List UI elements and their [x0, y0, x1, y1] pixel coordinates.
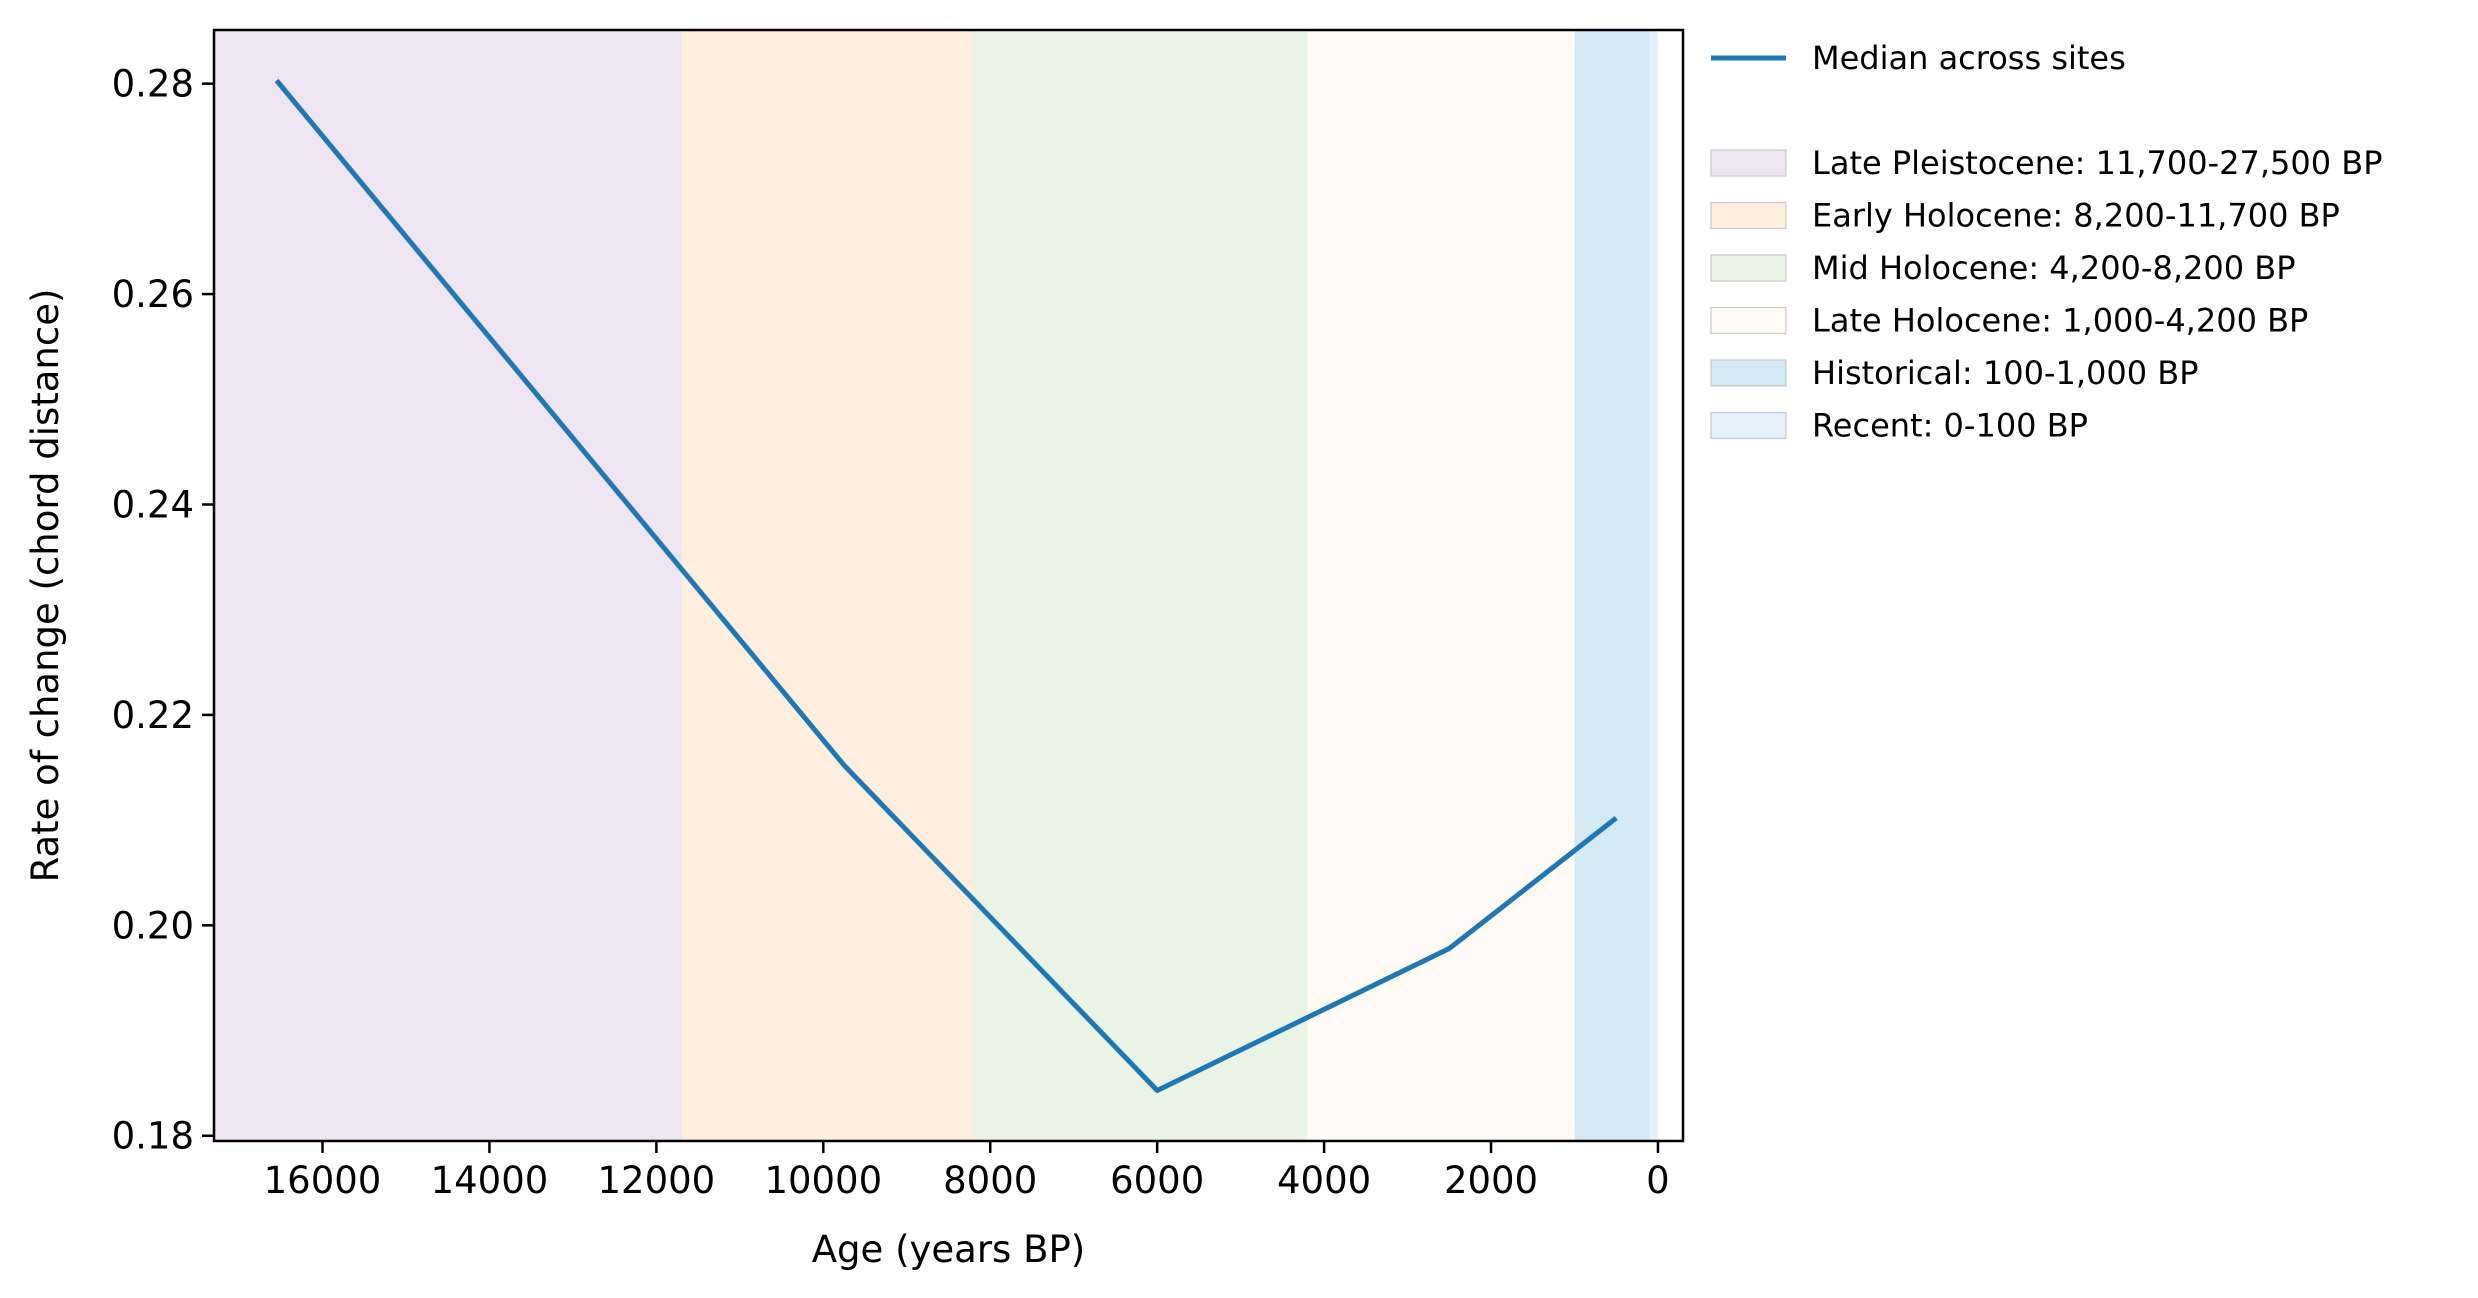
legend-band-swatch — [1710, 359, 1787, 387]
x-tick-label: 4000 — [1277, 1159, 1371, 1202]
x-tick-label: 14000 — [431, 1159, 549, 1202]
legend-band-swatch — [1710, 306, 1787, 335]
x-tick-label: 12000 — [598, 1159, 716, 1202]
x-ticks: 16000 14000 12000 10000 8000 6000 4000 2000 0 — [264, 1141, 1670, 1202]
legend-label: Early Holocene: 8,200-11,700 BP — [1812, 197, 2340, 235]
legend: Median across sites Late Pleistocene: 11,… — [1710, 39, 2383, 445]
series-line-0 — [274, 78, 1618, 1093]
legend-band-swatch — [1710, 254, 1787, 282]
y-tick-label: 0.26 — [112, 273, 194, 316]
legend-label: Mid Holocene: 4,200-8,200 BP — [1812, 249, 2295, 287]
x-axis-label: Age (years BP) — [812, 1228, 1085, 1271]
legend-label: Historical: 100-1,000 BP — [1812, 354, 2199, 392]
legend-label: Recent: 0-100 BP — [1812, 407, 2088, 445]
x-tick-label: 10000 — [764, 1159, 882, 1202]
band-1 — [681, 30, 974, 1141]
y-axis-label: Rate of change (chord distance) — [24, 289, 67, 883]
y-tick-label: 0.24 — [112, 483, 194, 526]
x-tick-label: 0 — [1646, 1159, 1670, 1202]
band-3 — [1307, 30, 1575, 1141]
band-0 — [214, 30, 682, 1141]
legend-label: Late Holocene: 1,000-4,200 BP — [1812, 302, 2308, 340]
x-tick-label: 6000 — [1110, 1159, 1204, 1202]
legend-band-swatch — [1710, 201, 1787, 230]
y-tick-label: 0.18 — [112, 1115, 194, 1158]
band-4 — [1574, 30, 1650, 1141]
y-tick-label: 0.22 — [112, 694, 194, 737]
x-tick-label: 16000 — [264, 1159, 382, 1202]
y-tick-label: 0.20 — [112, 904, 194, 947]
legend-band-swatch — [1710, 149, 1787, 177]
series-layer — [274, 78, 1618, 1093]
x-tick-label: 2000 — [1444, 1159, 1538, 1202]
y-tick-label: 0.28 — [112, 63, 194, 106]
legend-band-swatch — [1710, 411, 1787, 440]
x-tick-label: 8000 — [943, 1159, 1037, 1202]
band-5 — [1649, 30, 1658, 1141]
plot-frame — [212, 28, 1685, 1143]
period-bands — [214, 30, 1658, 1141]
y-ticks: 0.18 0.20 0.22 0.24 0.26 0.28 — [112, 63, 214, 1158]
legend-label: Late Pleistocene: 11,700-27,500 BP — [1812, 144, 2383, 182]
band-2 — [973, 30, 1308, 1141]
legend-label: Median across sites — [1812, 39, 2126, 77]
